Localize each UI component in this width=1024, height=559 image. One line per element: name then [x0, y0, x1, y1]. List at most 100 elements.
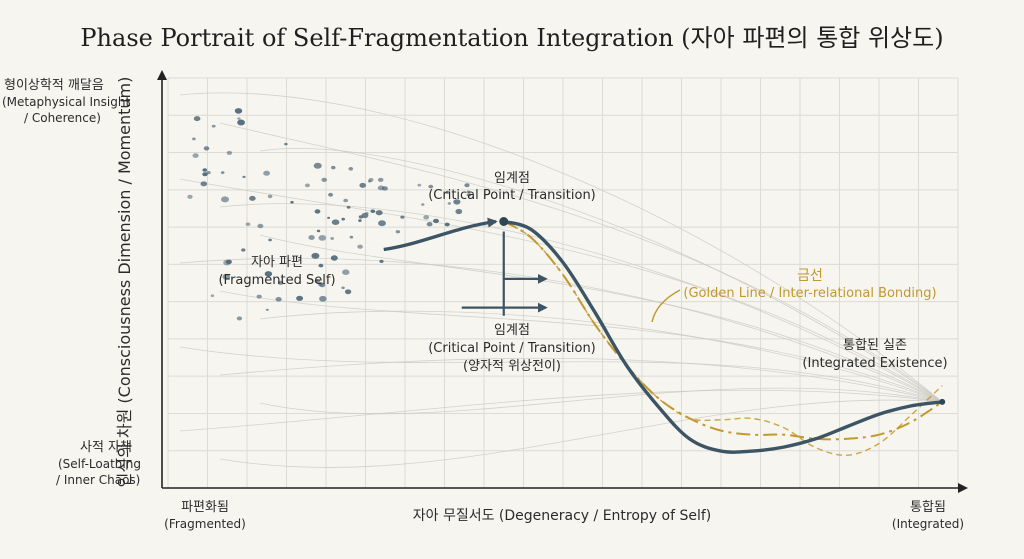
- fragment-particle: [327, 216, 331, 219]
- fragment-particle: [466, 190, 470, 193]
- fragment-particle: [359, 182, 367, 188]
- fragment-particle: [426, 222, 433, 227]
- incoming-trajectory-arrow: [383, 217, 498, 252]
- fragment-particle: [192, 137, 196, 141]
- annotation-integrated-existence-en: (Integrated Existence): [802, 356, 948, 371]
- fragment-particle: [265, 308, 269, 311]
- series-golden-line: [503, 220, 943, 441]
- fragment-particle: [453, 199, 461, 205]
- fragment-particle: [330, 255, 338, 261]
- flow-line: [219, 290, 943, 403]
- fragment-particle: [317, 282, 324, 287]
- fragment-particle: [241, 248, 246, 252]
- fragment-particle: [237, 117, 241, 120]
- fragment-particle: [328, 192, 334, 197]
- fragment-particle: [319, 295, 327, 302]
- fragment-particle: [330, 237, 335, 240]
- fragment-particle: [314, 209, 321, 214]
- fragment-particle: [331, 165, 336, 170]
- x-axis-title: 자아 무질서도 (Degeneracy / Entropy of Self): [412, 508, 712, 524]
- fragment-particle: [423, 215, 430, 220]
- fragment-particle: [193, 116, 201, 122]
- fragment-particle: [203, 146, 210, 151]
- fragment-particle: [321, 177, 328, 182]
- fragment-particle: [343, 198, 349, 203]
- annotation-critical-top-ko: 임계점: [494, 171, 530, 186]
- fragment-particle: [226, 150, 233, 155]
- flow-lines: [179, 92, 943, 468]
- fragment-particle: [344, 289, 352, 295]
- fragment-particle: [277, 280, 284, 285]
- x-tick-left: 파편화됨 (Fragmented): [150, 500, 260, 532]
- x-tick-right-ko: 통합됨: [910, 500, 946, 515]
- flow-line: [219, 357, 943, 403]
- x-tick-left-en: (Fragmented): [164, 517, 246, 531]
- flow-line: [259, 387, 943, 415]
- grid: [167, 77, 959, 489]
- y-tick-top-ko: 형이상학적 깨달음: [4, 78, 104, 93]
- fragment-particle: [377, 185, 385, 191]
- annotation-golden-line-en: (Golden Line / Inter-relational Bonding): [683, 286, 937, 301]
- series-self-trajectory: [502, 219, 944, 454]
- fragment-particle: [264, 271, 273, 277]
- series-golden-line-echo: [503, 220, 943, 456]
- fragment-particle: [275, 297, 282, 302]
- fragment-particle: [220, 171, 225, 174]
- y-axis-title: 인식의 차원 (Consciousness Dimension / Moment…: [115, 77, 135, 488]
- annotation-critical-top-en: (Critical Point / Transition): [428, 188, 596, 203]
- fragment-particle: [342, 269, 350, 276]
- flow-line: [259, 148, 943, 403]
- annotation-fragmented-self-ko: 자아 파편: [251, 255, 303, 270]
- fragment-particle: [370, 209, 376, 213]
- annotation-critical-bottom-en: (Critical Point / Transition): [428, 341, 596, 356]
- fragment-particle: [222, 273, 231, 280]
- annotation-fragmented-self: 자아 파편 (Fragmented Self): [207, 254, 347, 290]
- fragment-particle: [187, 194, 193, 199]
- fragment-particle: [192, 153, 199, 158]
- chart-title: Phase Portrait of Self-Fragmentation Int…: [80, 24, 944, 52]
- golden-label-pointer: [651, 289, 681, 323]
- fragment-particle: [358, 219, 362, 222]
- fragment-particle: [365, 212, 369, 215]
- fragment-particle: [466, 193, 472, 197]
- fragment-particle: [433, 218, 439, 224]
- fragment-particle: [313, 162, 322, 169]
- fragment-particle: [263, 170, 270, 176]
- fragment-particle: [257, 223, 264, 229]
- fragment-particle: [316, 229, 321, 233]
- fragment-particles: [187, 108, 472, 321]
- fragment-particle: [308, 235, 315, 240]
- annotation-critical-top: 임계점 (Critical Point / Transition): [412, 170, 612, 204]
- fragment-particle: [400, 215, 405, 219]
- annotation-golden-line: 금선 (Golden Line / Inter-relational Bondi…: [680, 268, 940, 302]
- fragment-particle: [447, 202, 451, 205]
- fragment-particle: [379, 259, 384, 263]
- x-tick-left-ko: 파편화됨: [181, 500, 229, 515]
- fragment-particle: [349, 235, 354, 239]
- fragment-particle: [395, 230, 401, 234]
- fragment-particle: [341, 286, 345, 290]
- fragment-particle: [304, 183, 310, 188]
- fragment-particle: [256, 294, 262, 299]
- fragment-particle: [346, 205, 351, 209]
- fragment-particle: [290, 200, 294, 204]
- y-tick-bottom: 사적 자책 (Self-Loathing / Inner Chaos): [52, 440, 152, 488]
- flow-line: [179, 257, 943, 403]
- fragment-particle: [455, 208, 463, 215]
- flow-line: [179, 92, 943, 403]
- flow-line: [259, 234, 943, 403]
- flow-line: [179, 389, 943, 432]
- y-axis-title-text: 인식의 차원 (Consciousness Dimension / Moment…: [115, 76, 134, 488]
- fragment-particle: [428, 184, 434, 189]
- critical-point-marker: [499, 217, 509, 226]
- fragment-particle: [331, 219, 340, 225]
- fragment-particle: [206, 171, 211, 175]
- fragment-particle: [377, 177, 384, 182]
- fragment-particle: [318, 235, 327, 241]
- fragment-particle: [417, 183, 422, 187]
- fragment-particle: [445, 190, 450, 194]
- flow-line: [179, 178, 943, 403]
- fragment-particle: [237, 119, 246, 126]
- flow-line: [179, 346, 943, 403]
- fragment-particle: [221, 196, 229, 203]
